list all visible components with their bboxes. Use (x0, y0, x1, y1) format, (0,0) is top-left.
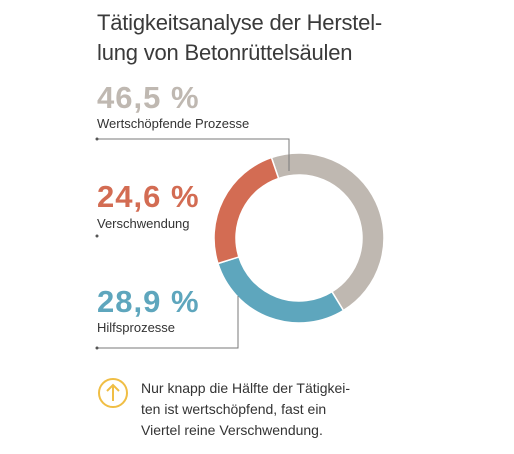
leader-line-hilfsprozesse (97, 296, 239, 349)
chart-title: Tätigkeitsanalyse der Herstel- lung von … (97, 8, 427, 68)
category-label-verschwendung: Verschwendung (97, 216, 190, 231)
donut-slice-hilfsprozesse (216, 255, 345, 324)
title-line-2: lung von Betonrüttelsäulen (97, 40, 353, 65)
value-label-hilfsprozesse: 28,9 % (97, 284, 200, 319)
leader-dot-verschwendung (95, 234, 99, 238)
value-label-wertschoepfend: 46,5 % (97, 80, 200, 115)
donut-slice-verschwendung (213, 156, 280, 265)
leader-line-wertschoepfend (97, 138, 290, 171)
category-label-hilfsprozesse: Hilfsprozesse (97, 320, 176, 335)
title-line-1: Tätigkeitsanalyse der Herstel- (97, 10, 383, 35)
value-label-verschwendung: 24,6 % (97, 179, 200, 214)
category-label-wertschoepfend: Wertschöpfende Prozesse (97, 116, 250, 131)
donut-slice-wertschoepfend (270, 152, 385, 312)
note-text: Nur knapp die Hälfte der Tätigkei- ten i… (141, 378, 431, 441)
note-line-2: ten ist wertschöpfend, fast ein (141, 401, 327, 417)
leader-dot-wertschoepfend (95, 137, 99, 141)
note-line-1: Nur knapp die Hälfte der Tätigkei- (141, 380, 351, 396)
leader-dot-hilfsprozesse (95, 346, 99, 350)
arrow-up-circle-icon (98, 378, 128, 408)
note-line-3: Viertel reine Verschwendung. (141, 422, 323, 438)
